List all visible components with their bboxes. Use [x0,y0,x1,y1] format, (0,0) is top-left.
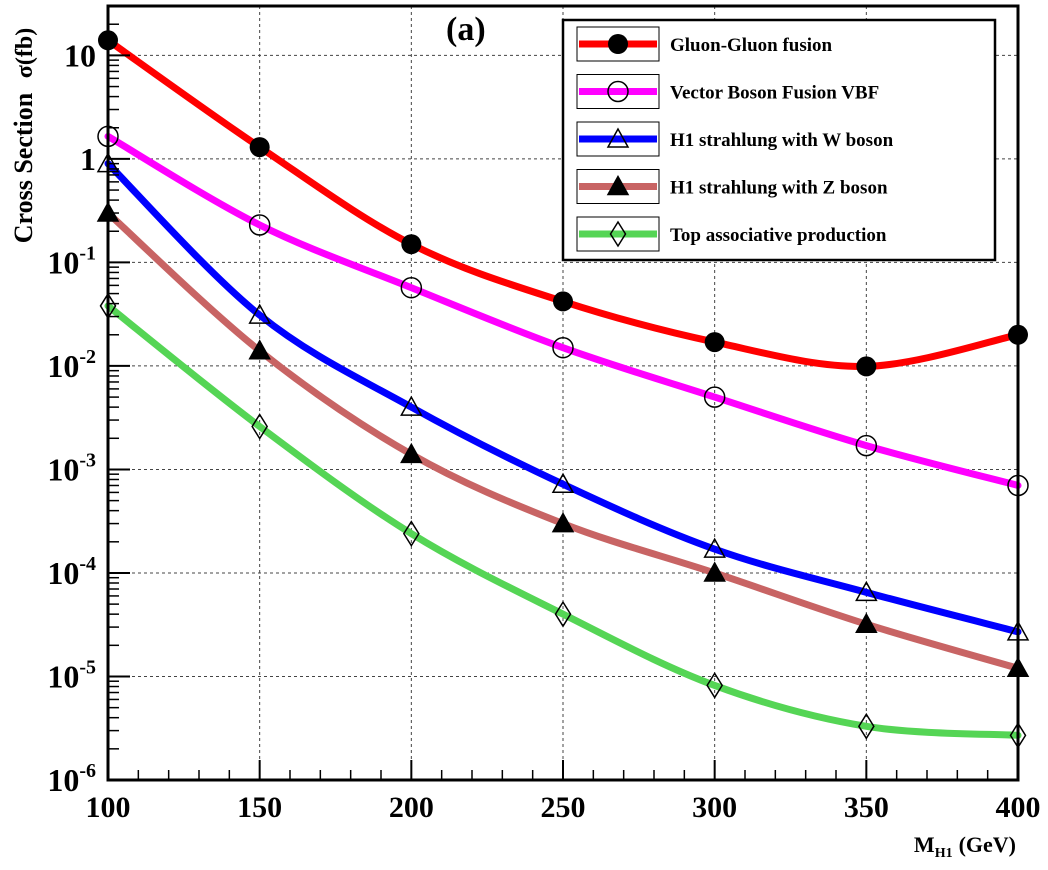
x-tick-labels: 100 150 200 250 300 350 400 [86,791,1041,824]
y-axis-symbol: σ(fb) [12,28,38,78]
y-tick-label: 10 [64,37,96,73]
x-axis-label: MH1 (GeV) [914,832,1016,861]
legend-swatch-box [576,216,660,252]
legend-label: H1 strahlung with W boson [670,130,894,151]
data-point-series-1 [553,291,573,312]
data-point-series-4 [400,442,423,464]
data-point-series-5 [251,413,269,440]
x-axis-label-sub: H1 [935,846,953,861]
legend-label: Vector Boson Fusion VBF [670,83,879,104]
data-point-series-3 [551,472,575,493]
data-point-series-4 [551,512,575,533]
y-tick-label: 10-3 [47,449,96,487]
y-tick-label: 10-2 [47,346,96,384]
legend-swatch-box [576,26,660,62]
y-tick-label: 10-4 [47,553,96,591]
y-axis-label: Cross Section [9,92,38,243]
legend-label: Top associative production [670,225,887,246]
y-tick-label: 1 [80,141,96,177]
x-axis-label-main: M [914,832,935,857]
data-point-series-5 [554,600,572,628]
data-point-series-3 [248,303,271,324]
panel-label: (a) [446,11,486,48]
data-point-series-1 [856,356,877,377]
x-tick-label: 150 [237,791,282,824]
legend-marker [606,174,630,196]
data-point-series-2 [552,336,574,359]
data-point-series-2 [855,434,878,457]
x-tick-label: 350 [844,791,889,824]
x-tick-label: 400 [996,791,1041,824]
data-point-series-1 [401,234,422,255]
legend-marker [609,220,627,248]
data-point-series-3 [855,580,878,602]
series-markers [96,30,1030,749]
legend-item-4: H1 strahlung with Z boson [576,169,888,204]
x-tick-label: 250 [541,791,586,824]
legend: Gluon-Gluon fusion Vector Boson Fusion VB… [561,18,997,262]
legend-marker [606,127,630,148]
data-point-series-1 [704,332,725,353]
legend-marker [608,34,628,54]
legend-swatch-box [576,121,660,157]
legend-swatch-box [576,169,660,204]
data-point-series-5 [402,520,420,548]
x-tick-label: 200 [389,791,434,824]
data-point-series-5 [857,712,875,740]
legend-marker [607,80,629,103]
series-line-2 [104,132,1022,489]
legend-label: H1 strahlung with Z boson [670,178,888,199]
y-tick-label: 10-6 [47,760,96,798]
axis-ticks [107,23,1019,781]
y-axis-unit: σ(fb) [12,28,38,78]
data-point-series-2 [703,386,726,408]
x-tick-label: 300 [692,791,737,824]
y-tick-label: 10-5 [47,656,96,694]
legend-item-5: Top associative production [576,216,887,252]
data-point-series-1 [249,137,270,158]
x-tick-label: 100 [86,791,131,824]
data-point-series-5 [706,671,724,699]
data-point-series-4 [855,612,878,633]
legend-item-2: Vector Boson Fusion VBF [576,74,879,109]
data-point-series-2 [400,276,423,299]
legend-swatch-box [576,74,660,109]
y-tick-label: 10-1 [47,242,96,280]
data-point-series-3 [400,395,423,416]
legend-item-3: H1 strahlung with W boson [576,121,894,157]
data-point-series-4 [703,561,726,582]
y-tick-labels: 10 1 10-1 10-2 10-3 10-4 10-5 10-6 [47,37,96,798]
data-point-series-4 [248,339,271,360]
legend-label: Gluon-Gluon fusion [670,35,833,56]
y-axis-title: Cross Section [9,92,38,243]
data-point-series-3 [703,537,726,558]
data-point-series-2 [248,214,271,236]
x-axis-label-unit: (GeV) [959,832,1016,857]
legend-item-1: Gluon-Gluon fusion [576,26,833,62]
